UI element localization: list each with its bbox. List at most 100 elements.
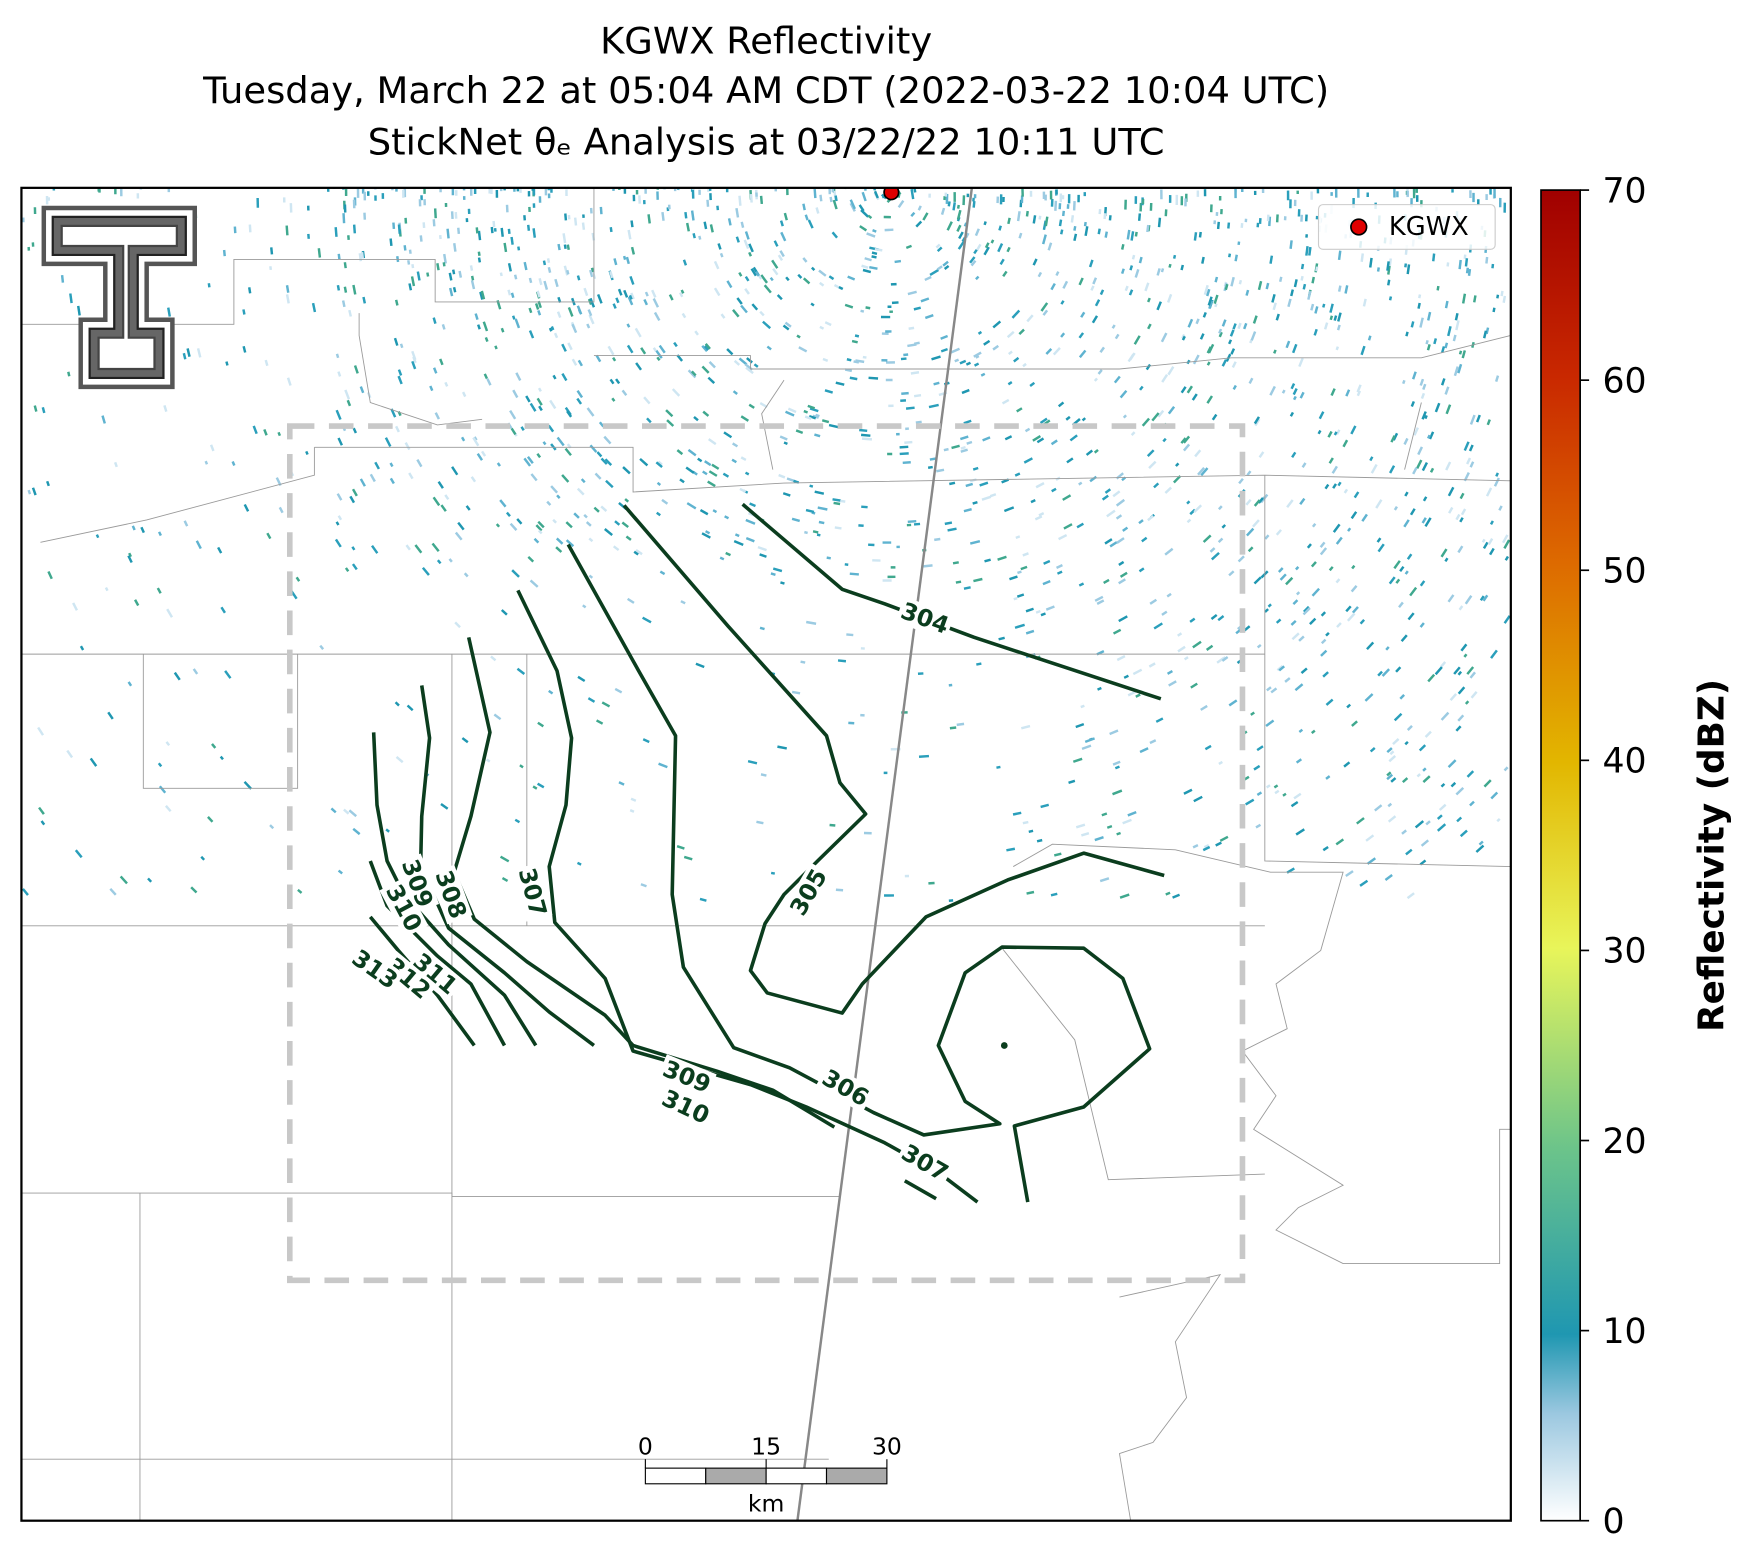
radar-echo bbox=[1182, 443, 1191, 452]
radar-echo bbox=[348, 809, 358, 818]
radar-echo bbox=[390, 408, 397, 418]
radar-echo bbox=[1206, 288, 1211, 297]
radar-echo bbox=[1466, 770, 1475, 778]
radar-echo bbox=[1460, 643, 1468, 652]
radar-site bbox=[883, 187, 900, 201]
radar-echo bbox=[334, 538, 342, 548]
radar-echo bbox=[814, 433, 821, 438]
radar-echo bbox=[1334, 188, 1338, 198]
radar-echo bbox=[913, 187, 917, 193]
radar-echo bbox=[242, 345, 247, 353]
radar-echo bbox=[1405, 331, 1409, 337]
radar-echo bbox=[816, 533, 821, 537]
radar-echo bbox=[529, 579, 539, 588]
radar-echo bbox=[411, 360, 417, 370]
radar-echo bbox=[1336, 324, 1341, 331]
radar-echo bbox=[1449, 693, 1458, 701]
radar-echo bbox=[1470, 691, 1478, 699]
radar-echo bbox=[1489, 547, 1495, 556]
radar-echo bbox=[819, 325, 825, 330]
radar-echo bbox=[1025, 210, 1029, 217]
radar-echo bbox=[872, 559, 881, 562]
radar-echo bbox=[915, 220, 923, 228]
radar-echo bbox=[860, 647, 865, 650]
radar-echo bbox=[923, 564, 933, 568]
radar-echo bbox=[1370, 463, 1378, 474]
radar-echo bbox=[881, 358, 888, 362]
radar-echo bbox=[869, 266, 878, 270]
contour-label-bg bbox=[379, 877, 429, 938]
radar-echo bbox=[1041, 234, 1047, 245]
radar-echo bbox=[470, 275, 475, 281]
radar-echo bbox=[704, 460, 712, 467]
radar-echo bbox=[630, 246, 636, 255]
radar-echo bbox=[1381, 668, 1391, 677]
radar-echo bbox=[996, 765, 1001, 769]
radar-echo bbox=[782, 324, 790, 331]
radar-echo bbox=[796, 334, 801, 339]
radar-echo bbox=[1156, 268, 1161, 276]
radar-echo bbox=[1167, 366, 1175, 376]
radar-echo bbox=[1332, 483, 1338, 489]
radar-echo bbox=[1463, 653, 1468, 658]
radar-echo bbox=[1157, 217, 1162, 228]
radar-echo bbox=[1129, 265, 1134, 271]
radar-echo bbox=[1392, 738, 1400, 746]
radar-echo bbox=[1114, 765, 1120, 770]
radar-echo bbox=[992, 320, 1002, 329]
radar-echo bbox=[1128, 289, 1134, 296]
radar-echo bbox=[1387, 279, 1391, 286]
radar-echo bbox=[1253, 576, 1262, 585]
contour-line bbox=[741, 502, 1162, 701]
radar-echo bbox=[969, 256, 976, 264]
radar-echo bbox=[406, 704, 414, 712]
radar-echo bbox=[567, 342, 573, 351]
radar-echo bbox=[389, 238, 393, 246]
radar-echo bbox=[910, 371, 920, 375]
radar-echo bbox=[490, 187, 493, 195]
radar-echo bbox=[1440, 711, 1450, 721]
radar-echo bbox=[207, 283, 211, 288]
radar-echo bbox=[1156, 301, 1162, 311]
radar-echo bbox=[1228, 339, 1233, 345]
radar-echo bbox=[1337, 312, 1342, 322]
radar-echo bbox=[673, 341, 678, 348]
radar-echo bbox=[528, 277, 533, 284]
radar-echo bbox=[1310, 561, 1317, 568]
radar-echo bbox=[955, 580, 962, 584]
radar-echo bbox=[677, 187, 680, 191]
radar-echo bbox=[1419, 622, 1425, 628]
radar-echo bbox=[1387, 802, 1393, 808]
radar-echo bbox=[419, 235, 423, 242]
radar-echo bbox=[362, 296, 367, 304]
radar-echo bbox=[1421, 411, 1427, 420]
radar-echo bbox=[990, 239, 995, 244]
radar-echo bbox=[1153, 622, 1163, 630]
radar-echo bbox=[595, 719, 604, 725]
radar-echo bbox=[336, 493, 343, 501]
radar-echo bbox=[1398, 601, 1404, 609]
radar-echo bbox=[681, 312, 687, 319]
radar-echo bbox=[576, 487, 585, 496]
radar-echo bbox=[1006, 246, 1011, 253]
radar-echo bbox=[1455, 725, 1462, 732]
radar-echo bbox=[686, 502, 697, 510]
radar-echo bbox=[486, 378, 492, 386]
radar-echo bbox=[723, 431, 733, 439]
radar-echo bbox=[712, 509, 718, 514]
radar-echo bbox=[744, 275, 750, 282]
radar-echo bbox=[1177, 632, 1183, 637]
radar-echo bbox=[1203, 284, 1209, 296]
radar-echo bbox=[1313, 328, 1318, 336]
radar-echo bbox=[1290, 619, 1297, 626]
radar-echo bbox=[1256, 643, 1262, 649]
radar-echo bbox=[928, 403, 939, 409]
radar-echo bbox=[1485, 256, 1489, 264]
radar-echo bbox=[1366, 192, 1369, 197]
radar-echo bbox=[399, 343, 404, 349]
radar-echo bbox=[1482, 594, 1489, 602]
radar-echo bbox=[834, 195, 838, 202]
radar-echo bbox=[493, 713, 502, 721]
radar-echo bbox=[927, 465, 933, 469]
radar-echo bbox=[1139, 747, 1149, 754]
